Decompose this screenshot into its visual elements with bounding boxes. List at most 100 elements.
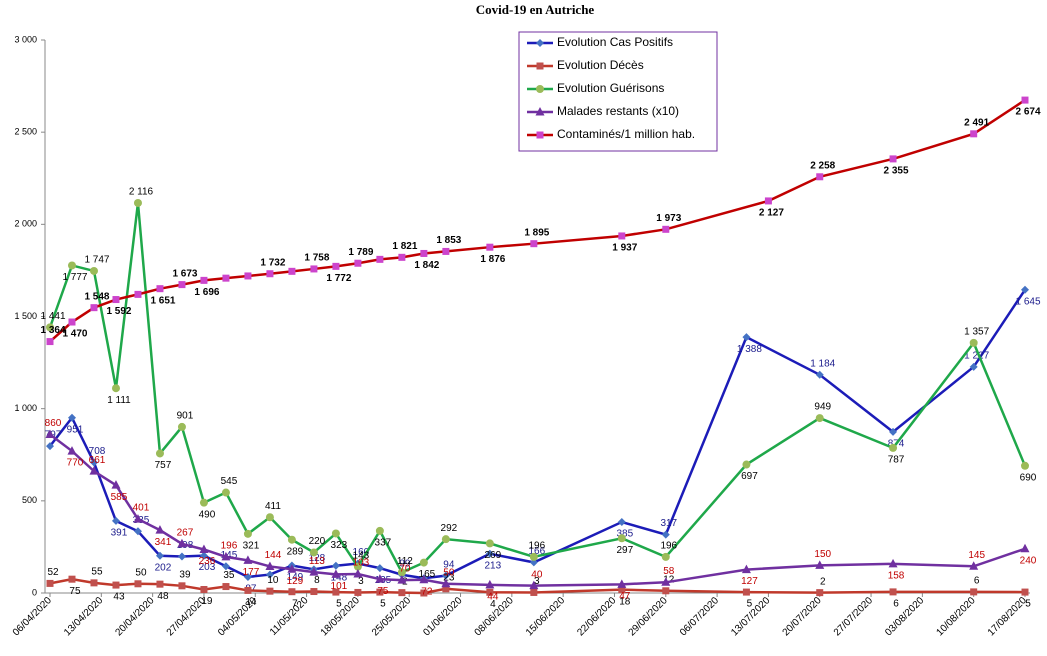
data-point — [618, 232, 626, 240]
data-label: 236 — [199, 556, 216, 567]
data-point — [815, 560, 825, 569]
data-label: 770 — [67, 458, 84, 469]
data-point — [815, 414, 824, 423]
data-point — [89, 266, 98, 275]
data-label: 5 — [1025, 599, 1031, 610]
data-label: 7 — [292, 598, 298, 609]
data-point — [199, 544, 209, 553]
series-line — [48, 202, 1027, 574]
data-point — [441, 535, 450, 544]
data-label: 292 — [441, 523, 458, 534]
data-label: 1 842 — [414, 260, 439, 271]
data-point — [485, 539, 494, 548]
data-point — [45, 429, 55, 438]
data-label: 341 — [155, 537, 172, 548]
data-point — [112, 296, 120, 304]
data-point — [266, 587, 274, 595]
y-tick-label: 500 — [22, 495, 37, 505]
data-label: 1 441 — [40, 311, 65, 322]
data-label: 58 — [663, 566, 675, 577]
data-label: 1 973 — [656, 213, 681, 224]
data-point — [970, 130, 978, 138]
data-point — [68, 575, 76, 583]
data-point — [376, 255, 384, 263]
data-label: 391 — [111, 528, 128, 539]
data-point — [617, 534, 626, 543]
data-point — [442, 585, 450, 593]
data-point — [178, 281, 186, 289]
data-point — [969, 561, 979, 570]
data-point — [1021, 285, 1029, 294]
data-label: 1 732 — [260, 257, 285, 268]
data-point — [177, 552, 186, 561]
data-point — [309, 548, 318, 557]
data-label: 2 491 — [964, 117, 989, 128]
data-point — [485, 549, 494, 558]
data-point — [221, 562, 230, 571]
data-label: 113 — [309, 556, 325, 567]
data-point — [111, 516, 120, 525]
data-point — [969, 362, 978, 371]
data-point — [287, 535, 296, 544]
data-point — [618, 586, 626, 594]
data-point — [661, 552, 670, 561]
data-point — [617, 579, 627, 588]
data-label: 196 — [221, 541, 238, 552]
data-label: 18 — [619, 596, 631, 607]
data-label: 2 674 — [1015, 107, 1040, 118]
chart-title: Covid-19 en Autriche — [476, 2, 595, 17]
data-point — [398, 253, 406, 261]
data-label: 490 — [199, 509, 216, 520]
data-label: 1 747 — [84, 255, 109, 266]
legend-box — [518, 31, 718, 152]
data-label: 72 — [421, 586, 433, 597]
data-label: 1 696 — [194, 287, 219, 298]
data-label: 269 — [485, 550, 502, 561]
data-point — [485, 579, 495, 589]
data-point — [376, 588, 384, 596]
data-label: 196 — [660, 541, 677, 552]
data-point — [398, 589, 406, 597]
data-label: 1 645 — [1015, 296, 1040, 307]
data-point — [742, 588, 750, 596]
data-label: 103 — [353, 558, 370, 569]
data-label: 150 — [814, 549, 831, 560]
data-point — [310, 265, 318, 273]
data-label: 661 — [89, 455, 106, 466]
data-label: 690 — [1020, 472, 1037, 483]
data-label: 213 — [485, 560, 502, 571]
data-label: 127 — [741, 576, 758, 587]
legend-label: Evolution Décès — [557, 58, 644, 72]
data-point — [441, 571, 450, 580]
data-label: 196 — [528, 541, 545, 552]
data-label: 14 — [245, 597, 257, 608]
data-label: 385 — [616, 529, 633, 540]
data-point — [46, 442, 54, 451]
data-point — [46, 338, 54, 346]
data-label: 2 355 — [884, 166, 909, 177]
data-label: 165 — [419, 569, 436, 580]
y-tick-label: 0 — [32, 587, 37, 597]
data-point — [200, 585, 208, 593]
data-label: 289 — [287, 546, 304, 557]
data-point — [1020, 543, 1030, 553]
data-label: 70 — [399, 564, 411, 575]
data-point — [310, 588, 318, 596]
data-label: 144 — [265, 550, 282, 561]
data-point — [375, 526, 384, 535]
data-label: 75 — [377, 586, 389, 597]
data-point — [134, 290, 142, 298]
data-point — [67, 261, 76, 270]
legend-marker — [535, 107, 545, 116]
data-point — [889, 155, 897, 163]
data-label: 1 357 — [964, 327, 989, 338]
legend-marker — [536, 131, 544, 139]
data-point — [375, 564, 384, 573]
data-point — [331, 561, 340, 570]
data-point — [741, 564, 751, 574]
data-label: 44 — [487, 592, 499, 603]
data-label: 1 364 — [40, 325, 65, 336]
data-label: 949 — [814, 402, 831, 413]
y-tick-label: 2 000 — [14, 219, 37, 229]
legend-marker — [536, 62, 544, 70]
